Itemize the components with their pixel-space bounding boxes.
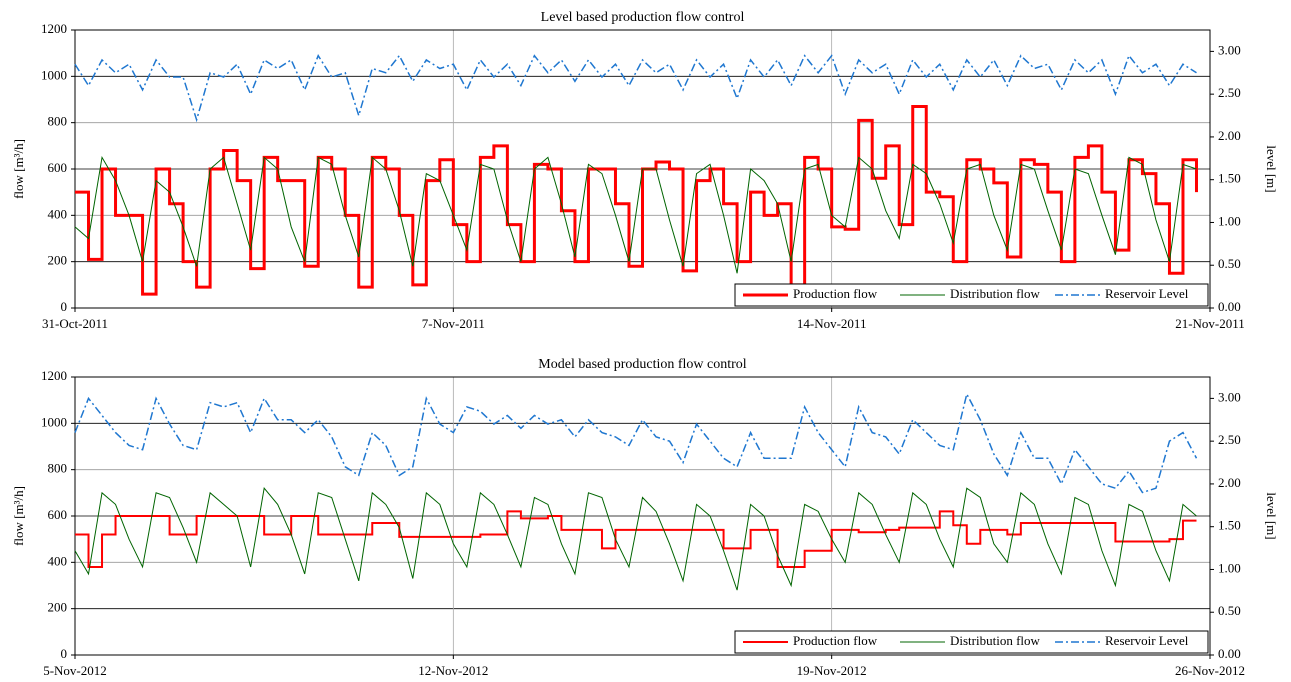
y-tick-label: 400 xyxy=(48,206,68,221)
y-tick-label: 0 xyxy=(61,646,68,661)
y-tick-label: 0 xyxy=(61,299,68,314)
chart-title: Level based production flow control xyxy=(541,10,745,25)
y2-tick-label: 0.00 xyxy=(1218,646,1241,661)
legend-box xyxy=(734,283,1209,307)
legend-box xyxy=(734,630,1209,654)
y-tick-label: 200 xyxy=(48,253,68,268)
y-tick-label: 400 xyxy=(48,553,68,568)
series-line xyxy=(74,392,1198,494)
x-tick-label: 26-Nov-2012 xyxy=(1175,663,1245,678)
legend-label: Production flow xyxy=(793,633,878,648)
legend-label: Distribution flow xyxy=(950,286,1041,301)
y-tick-label: 600 xyxy=(48,507,68,522)
y-tick-label: 200 xyxy=(48,600,68,615)
y2-tick-label: 1.00 xyxy=(1218,213,1241,228)
legend-label: Reservoir Level xyxy=(1105,286,1189,301)
y2-tick-label: 3.00 xyxy=(1218,42,1241,57)
y2-tick-label: 1.50 xyxy=(1218,171,1241,186)
x-tick-label: 31-Oct-2011 xyxy=(42,316,108,331)
legend-label: Production flow xyxy=(793,286,878,301)
y-tick-label: 800 xyxy=(48,461,68,476)
y2-tick-label: 0.00 xyxy=(1218,299,1241,314)
chart-title: Model based production flow control xyxy=(538,357,747,372)
legend-label: Reservoir Level xyxy=(1105,633,1189,648)
x-tick-label: 5-Nov-2012 xyxy=(43,663,107,678)
y-axis-label: flow [m³/h] xyxy=(11,486,26,546)
y-tick-label: 1000 xyxy=(41,67,67,82)
plot-frame xyxy=(74,376,1211,656)
y2-tick-label: 0.50 xyxy=(1218,603,1241,618)
y2-tick-label: 2.00 xyxy=(1218,475,1241,490)
x-tick-label: 12-Nov-2012 xyxy=(418,663,488,678)
series-line xyxy=(75,104,1198,296)
x-tick-label: 19-Nov-2012 xyxy=(797,663,867,678)
y2-tick-label: 1.00 xyxy=(1218,560,1241,575)
y-axis-label: flow [m³/h] xyxy=(11,139,26,199)
x-tick-label: 14-Nov-2011 xyxy=(797,316,867,331)
y2-tick-label: 0.50 xyxy=(1218,256,1241,271)
legend-label: Distribution flow xyxy=(950,633,1041,648)
y2-tick-label: 2.50 xyxy=(1218,85,1241,100)
y-tick-label: 1000 xyxy=(41,414,67,429)
y2-tick-label: 2.00 xyxy=(1218,128,1241,143)
y2-tick-label: 2.50 xyxy=(1218,432,1241,447)
series-line xyxy=(74,487,1197,591)
y-tick-label: 600 xyxy=(48,160,68,175)
series-line xyxy=(74,54,1197,123)
y-tick-label: 800 xyxy=(48,114,68,129)
y2-axis-label: level [m] xyxy=(1264,492,1279,539)
plot-frame xyxy=(74,29,1211,309)
y-tick-label: 1200 xyxy=(41,21,67,36)
y2-tick-label: 1.50 xyxy=(1218,518,1241,533)
x-tick-label: 21-Nov-2011 xyxy=(1175,316,1245,331)
y2-tick-label: 3.00 xyxy=(1218,389,1241,404)
y2-axis-label: level [m] xyxy=(1264,145,1279,192)
series-line xyxy=(74,155,1197,274)
y-tick-label: 1200 xyxy=(41,368,67,383)
x-tick-label: 7-Nov-2011 xyxy=(422,316,485,331)
